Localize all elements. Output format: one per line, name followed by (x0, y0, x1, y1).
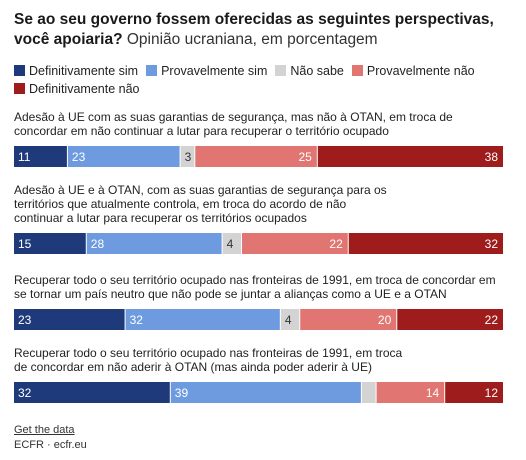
bar-segment (180, 146, 195, 167)
legend-swatch (14, 83, 25, 94)
bar-segment (125, 309, 280, 330)
data-label: 23 (72, 150, 86, 164)
bar-segment (222, 233, 242, 254)
chart-footer: Get the data ECFR · ecfr.eu (14, 423, 87, 453)
title-subtitle: Opinião ucraniana, em porcentagem (126, 31, 378, 48)
data-label: 11 (18, 150, 31, 164)
data-label: 4 (285, 313, 292, 327)
bar-segment (14, 233, 86, 254)
category-label: Recuperar todo o seu território ocupado … (14, 346, 403, 374)
category-group: Recuperar todo o seu território ocupado … (14, 273, 503, 330)
bar-segment (361, 382, 376, 403)
bar-segment (14, 146, 67, 167)
category-label: Adesão à UE e à OTAN, com as suas garant… (14, 183, 387, 225)
source-text: ECFR · ecfr.eu (14, 439, 87, 451)
legend-item: Provavelmente sim (146, 62, 267, 80)
legend-item: Provavelmente não (351, 62, 475, 80)
bar-segment (86, 233, 222, 254)
category-group: Adesão à UE com as suas garantias de seg… (14, 110, 503, 167)
bar-segment (300, 309, 397, 330)
data-label: 15 (18, 237, 32, 251)
chart-title: Se ao seu governo fossem oferecidas as s… (14, 10, 514, 50)
legend-item: Definitivamente não (14, 80, 139, 98)
legend-swatch (351, 65, 363, 76)
category-label: Recuperar todo o seu território ocupado … (14, 273, 496, 301)
data-label: 25 (298, 150, 312, 164)
data-label: 39 (175, 386, 189, 400)
bar-segment (376, 382, 445, 403)
legend-swatch (14, 65, 25, 76)
data-label: 4 (227, 237, 234, 251)
data-label: 22 (329, 237, 343, 251)
title-question: Se ao seu governo fossem oferecidas as s… (14, 11, 494, 48)
data-label: 32 (18, 386, 32, 400)
bar-segment (317, 146, 503, 167)
data-label: 22 (485, 313, 499, 327)
bar-segment (195, 146, 317, 167)
data-label: 32 (130, 313, 144, 327)
bar-segment (67, 146, 180, 167)
legend-label: Não sabe (290, 64, 344, 78)
legend-swatch (275, 65, 287, 76)
legend-swatch (146, 65, 158, 76)
data-label: 20 (378, 313, 392, 327)
category-label: Adesão à UE com as suas garantias de seg… (14, 110, 453, 138)
bar-segment (242, 233, 348, 254)
category-group: Recuperar todo o seu território ocupado … (14, 346, 503, 403)
legend-label: Provavelmente sim (161, 64, 268, 78)
data-label: 14 (426, 386, 440, 400)
legend-label: Definitivamente sim (29, 64, 139, 78)
data-label: 38 (485, 150, 499, 164)
legend-item: Não sabe (275, 62, 344, 80)
legend-label: Provavelmente não (366, 64, 475, 78)
legend-label: Definitivamente não (29, 82, 140, 96)
bar-segment (397, 309, 503, 330)
bar-segment (348, 233, 503, 254)
bar-segment (14, 309, 125, 330)
chart-legend: Definitivamente sim Provavelmente sim Não … (14, 62, 514, 98)
category-group: Adesão à UE e à OTAN, com as suas garant… (14, 183, 503, 254)
legend-item: Definitivamente sim (14, 62, 138, 80)
data-label: 23 (18, 313, 32, 327)
data-label: 28 (91, 237, 105, 251)
bar-segment (280, 309, 300, 330)
data-label: 12 (485, 386, 499, 400)
bar-segment (445, 382, 503, 403)
bar-segment (14, 382, 170, 403)
get-data-link[interactable]: Get the data (14, 424, 75, 436)
data-label: 32 (485, 237, 499, 251)
bar-segment (170, 382, 361, 403)
data-label: 3 (185, 150, 192, 164)
